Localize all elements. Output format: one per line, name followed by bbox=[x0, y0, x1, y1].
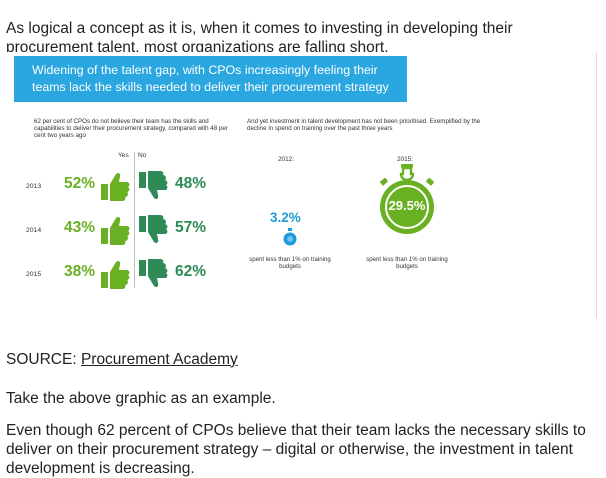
source-line: SOURCE: Procurement Academy bbox=[6, 350, 238, 369]
source-link[interactable]: Procurement Academy bbox=[80, 350, 238, 368]
yes-percentage: 52% bbox=[64, 175, 96, 192]
infographic-banner: Widening of the talent gap, with CPOs in… bbox=[14, 56, 407, 102]
yes-header: Yes bbox=[118, 152, 129, 159]
cpo-skills-text: 62 per cent of CPOs do not believe their… bbox=[34, 118, 228, 140]
example-paragraph: Take the above graphic as an example. bbox=[6, 389, 276, 407]
no-header: No bbox=[138, 152, 147, 159]
thumbs-up-icon bbox=[101, 261, 130, 289]
no-percentage: 48% bbox=[175, 175, 207, 192]
row-year: 2015 bbox=[26, 271, 42, 278]
yes-no-divider bbox=[134, 152, 135, 288]
row-year: 2014 bbox=[26, 227, 42, 234]
spend-2015-note: spent less than 1% on training budgets bbox=[366, 256, 448, 270]
survey-row-2014: 2014 43% 57% bbox=[6, 214, 246, 246]
thumbs-down-icon bbox=[139, 171, 168, 199]
small-stopwatch-icon bbox=[283, 228, 297, 246]
spend-2015-value: 29.5% bbox=[388, 198, 426, 213]
banner-line-2: teams lack the skills needed to deliver … bbox=[32, 80, 389, 94]
spend-2012-value: 3.2% bbox=[270, 210, 301, 225]
source-label: SOURCE: bbox=[6, 350, 81, 368]
banner-line-1: Widening of the talent gap, with CPOs in… bbox=[32, 63, 378, 77]
row-year: 2013 bbox=[26, 183, 42, 190]
yes-percentage: 43% bbox=[64, 219, 96, 236]
no-percentage: 57% bbox=[175, 219, 207, 236]
thumbs-down-icon bbox=[139, 215, 168, 243]
spend-2012-note: spent less than 1% on training budgets bbox=[249, 256, 331, 270]
survey-row-2013: 2013 52% 48% bbox=[6, 170, 246, 202]
large-stopwatch-icon bbox=[380, 164, 434, 234]
closing-paragraph: Even though 62 percent of CPOs believe t… bbox=[6, 421, 586, 477]
no-percentage: 62% bbox=[175, 263, 207, 280]
thumbs-up-icon bbox=[101, 217, 130, 245]
thumbs-up-icon bbox=[101, 173, 130, 201]
thumbs-down-icon bbox=[139, 259, 168, 287]
intro-paragraph: As logical a concept as it is, when it c… bbox=[6, 19, 513, 56]
year-2015-label: 2015: bbox=[397, 156, 413, 163]
year-2012-label: 2012: bbox=[278, 156, 294, 163]
survey-row-2015: 2015 38% 62% bbox=[6, 258, 246, 290]
investment-text: And yet investment in talent development… bbox=[247, 118, 481, 133]
yes-percentage: 38% bbox=[64, 263, 96, 280]
talent-gap-infographic: Widening of the talent gap, with CPOs in… bbox=[6, 52, 597, 318]
